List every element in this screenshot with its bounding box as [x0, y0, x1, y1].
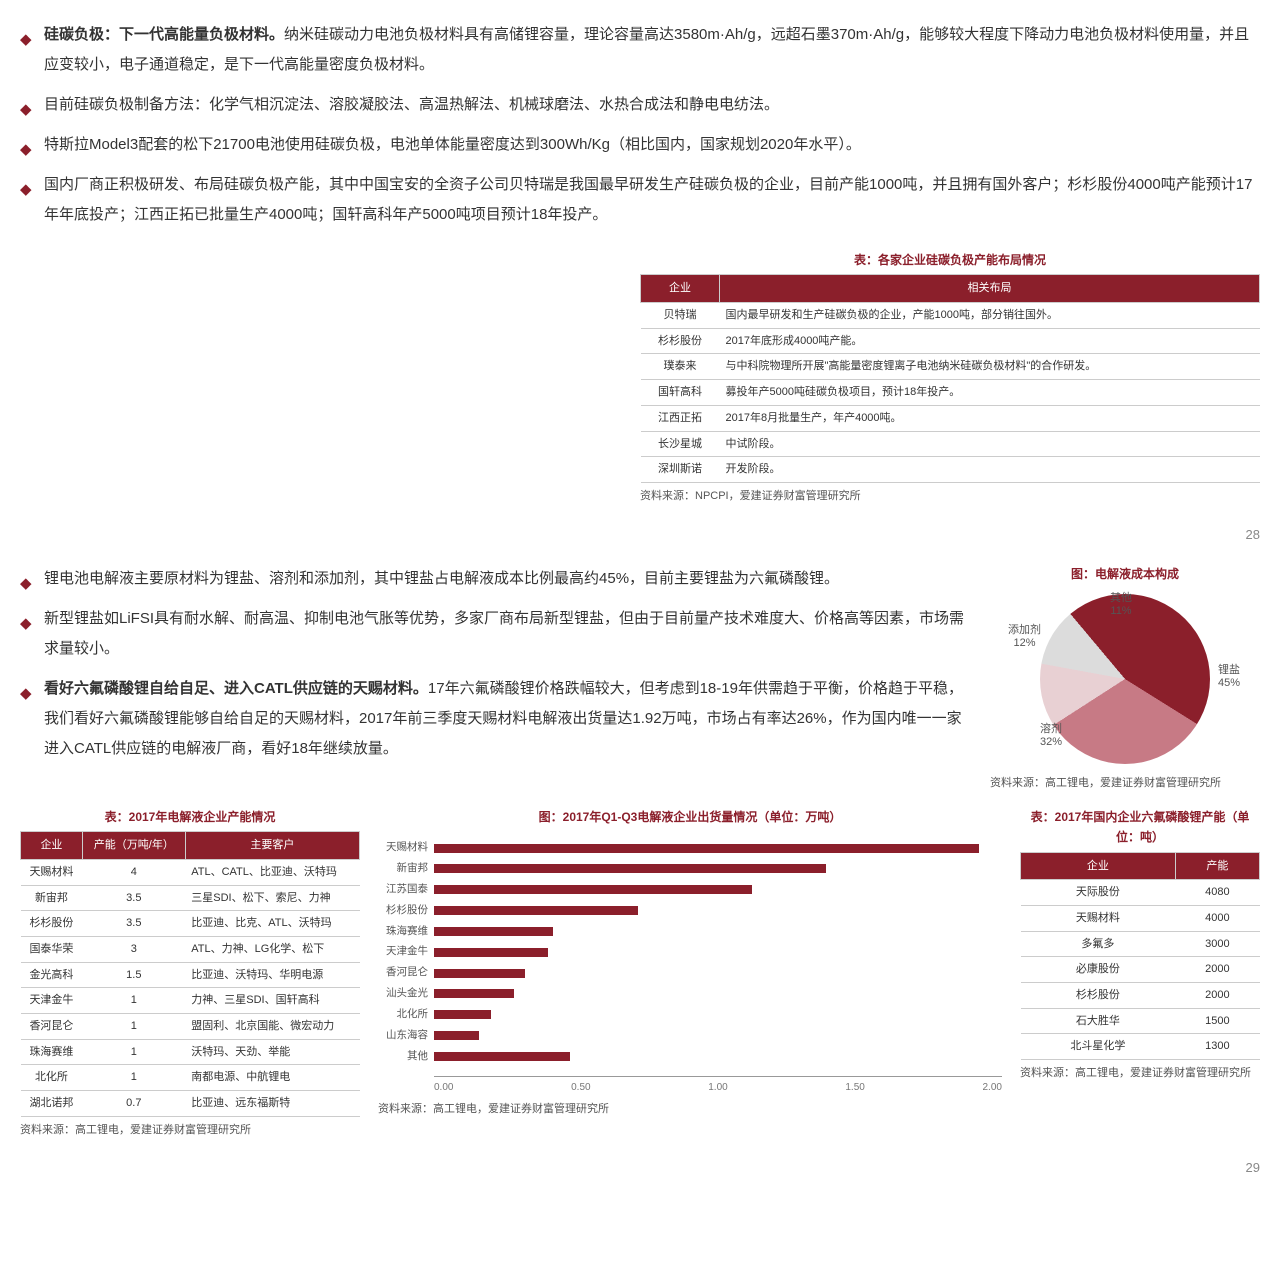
bar-row: 天赐材料 — [378, 839, 1002, 857]
table-row: 国泰华荣3ATL、力神、LG化学、松下 — [21, 936, 360, 962]
table-row: 璞泰来与中科院物理所开展"高能量密度锂离子电池纳米硅碳负极材料"的合作研发。 — [641, 354, 1260, 380]
bar-row: 其他 — [378, 1048, 1002, 1066]
table-row: 杉杉股份3.5比亚迪、比克、ATL、沃特玛 — [21, 911, 360, 937]
table-row: 北斗星化学1300 — [1021, 1034, 1260, 1060]
table-row: 天际股份4080 — [1021, 880, 1260, 906]
bullet-item: 新型锂盐如LiFSI具有耐水解、耐高温、抑制电池气胀等优势，多家厂商布局新型锂盐… — [20, 604, 972, 664]
page-number-1: 28 — [20, 524, 1260, 546]
bullet-item: 国内厂商正积极研发、布局硅碳负极产能，其中中国宝安的全资子公司贝特瑞是我国最早研… — [20, 170, 1260, 230]
table-row: 北化所1南都电源、中航锂电 — [21, 1065, 360, 1091]
table2-source: 资料来源：高工锂电，爱建证券财富管理研究所 — [20, 1121, 360, 1140]
table1: 企业相关布局 贝特瑞国内最早研发和生产硅碳负极的企业，产能1000吨，部分销往国… — [640, 274, 1260, 483]
barchart-source: 资料来源：高工锂电，爱建证券财富管理研究所 — [378, 1100, 1002, 1119]
bar-row: 山东海容 — [378, 1027, 1002, 1045]
bullet-item: 目前硅碳负极制备方法：化学气相沉淀法、溶胶凝胶法、高温热解法、机械球磨法、水热合… — [20, 90, 1260, 120]
table3-title: 表：2017年国内企业六氟磷酸锂产能（单位：吨） — [1020, 807, 1260, 848]
table1-source: 资料来源：NPCPI，爱建证券财富管理研究所 — [640, 487, 1260, 506]
pie-source: 资料来源：高工锂电，爱建证券财富管理研究所 — [990, 774, 1260, 793]
table-row: 天赐材料4000 — [1021, 905, 1260, 931]
bar-row: 珠海赛维 — [378, 923, 1002, 941]
bullet-item: 锂电池电解液主要原材料为锂盐、溶剂和添加剂，其中锂盐占电解液成本比例最高约45%… — [20, 564, 972, 594]
table-row: 天赐材料4ATL、CATL、比亚迪、沃特玛 — [21, 859, 360, 885]
table-row: 江西正拓2017年8月批量生产，年产4000吨。 — [641, 405, 1260, 431]
bullet-item: 看好六氟磷酸锂自给自足、进入CATL供应链的天赐材料。17年六氟磷酸锂价格跌幅较… — [20, 674, 972, 764]
bullet-list-bottom: 锂电池电解液主要原材料为锂盐、溶剂和添加剂，其中锂盐占电解液成本比例最高约45%… — [20, 564, 972, 764]
table-row: 国轩高科募投年产5000吨硅碳负极项目，预计18年投产。 — [641, 380, 1260, 406]
bar-row: 香河昆仑 — [378, 964, 1002, 982]
bullet-list-top: 硅碳负极：下一代高能量负极材料。纳米硅碳动力电池负极材料具有高储锂容量，理论容量… — [20, 20, 1260, 230]
table3-source: 资料来源：高工锂电，爱建证券财富管理研究所 — [1020, 1064, 1260, 1083]
bar-row: 江苏国泰 — [378, 881, 1002, 899]
bar-row: 新宙邦 — [378, 860, 1002, 878]
pie-chart: 其他11% 添加剂12% 锂盐45% 溶剂32% — [1040, 594, 1210, 764]
bullet-item: 特斯拉Model3配套的松下21700电池使用硅碳负极，电池单体能量密度达到30… — [20, 130, 1260, 160]
table-row: 杉杉股份2017年底形成4000吨产能。 — [641, 328, 1260, 354]
table-row: 贝特瑞国内最早研发和生产硅碳负极的企业，产能1000吨，部分销往国外。 — [641, 303, 1260, 329]
bar-row: 北化所 — [378, 1006, 1002, 1024]
table-row: 长沙星城中试阶段。 — [641, 431, 1260, 457]
page-number-2: 29 — [20, 1157, 1260, 1179]
table-row: 湖北诺邦0.7比亚迪、远东福斯特 — [21, 1091, 360, 1117]
table2: 企业产能（万吨/年）主要客户天赐材料4ATL、CATL、比亚迪、沃特玛新宙邦3.… — [20, 831, 360, 1117]
bullet-item: 硅碳负极：下一代高能量负极材料。纳米硅碳动力电池负极材料具有高储锂容量，理论容量… — [20, 20, 1260, 80]
pie-title: 图：电解液成本构成 — [990, 564, 1260, 584]
table3: 企业产能天际股份4080天赐材料4000多氟多3000必康股份2000杉杉股份2… — [1020, 852, 1260, 1061]
table-row: 杉杉股份2000 — [1021, 982, 1260, 1008]
bar-row: 天津金牛 — [378, 943, 1002, 961]
table-row: 多氟多3000 — [1021, 931, 1260, 957]
table2-title: 表：2017年电解液企业产能情况 — [20, 807, 360, 827]
table-row: 必康股份2000 — [1021, 957, 1260, 983]
table-row: 天津金牛1力神、三星SDI、国轩高科 — [21, 988, 360, 1014]
table-row: 香河昆仑1盟固利、北京国能、微宏动力 — [21, 1013, 360, 1039]
bar-row: 汕头金光 — [378, 985, 1002, 1003]
table-row: 金光高科1.5比亚迪、沃特玛、华明电源 — [21, 962, 360, 988]
table1-title: 表：各家企业硅碳负极产能布局情况 — [640, 250, 1260, 270]
table-row: 珠海赛维1沃特玛、天劲、举能 — [21, 1039, 360, 1065]
barchart-title: 图：2017年Q1-Q3电解液企业出货量情况（单位：万吨） — [378, 807, 1002, 827]
bar-row: 杉杉股份 — [378, 902, 1002, 920]
table-row: 深圳斯诺开发阶段。 — [641, 457, 1260, 483]
bar-chart: 天赐材料新宙邦江苏国泰杉杉股份珠海赛维天津金牛香河昆仑汕头金光北化所山东海容其他 — [378, 831, 1002, 1076]
table-row: 石大胜华1500 — [1021, 1008, 1260, 1034]
table-row: 新宙邦3.5三星SDI、松下、索尼、力神 — [21, 885, 360, 911]
